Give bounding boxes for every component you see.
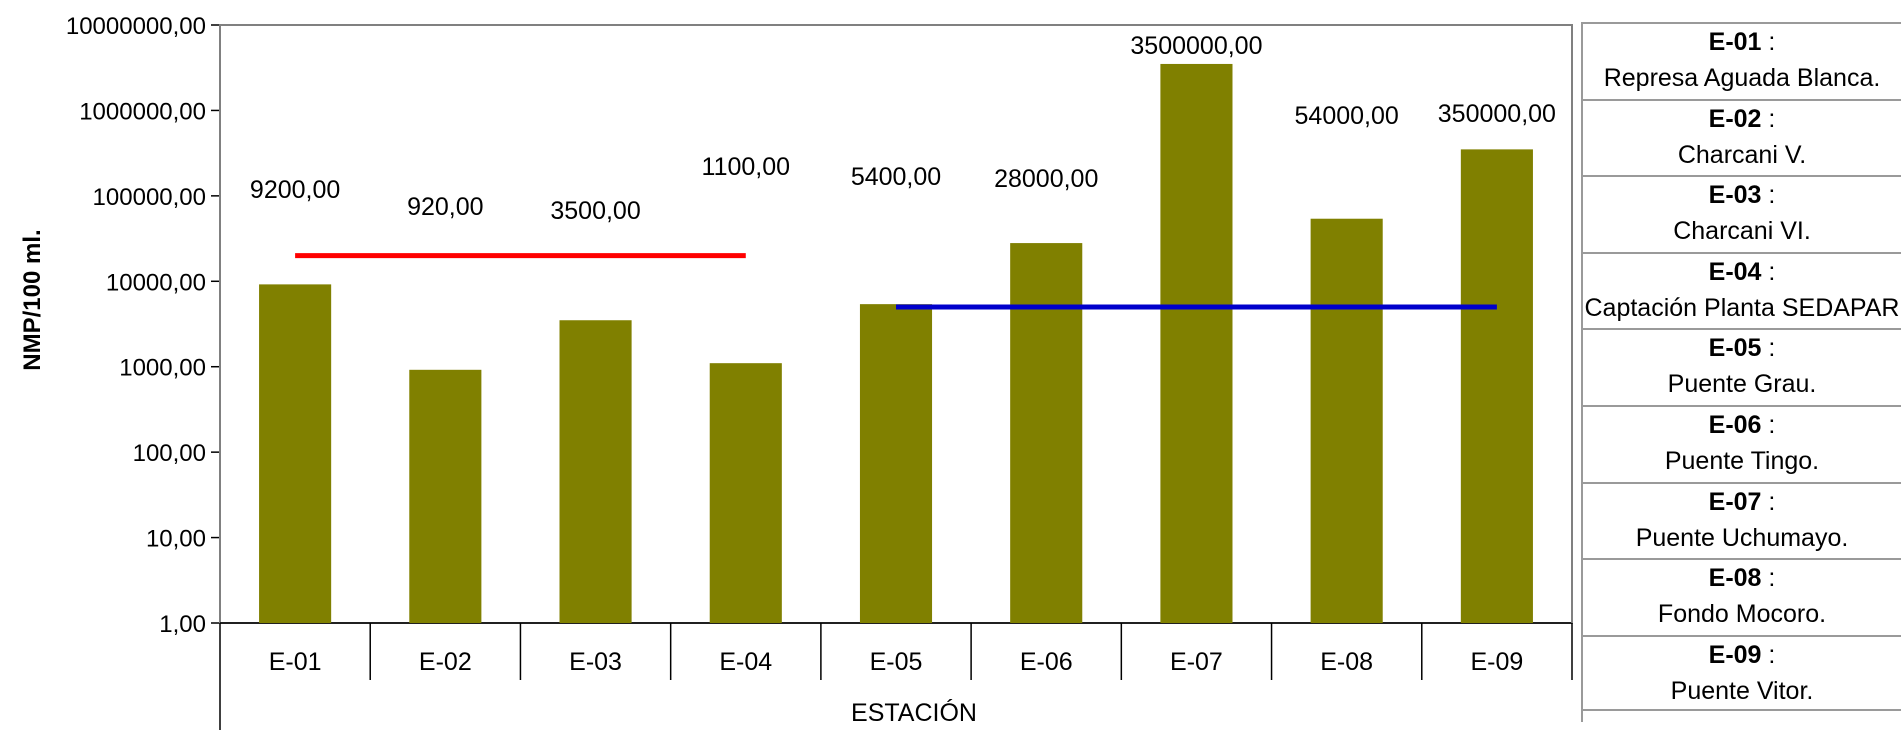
y-tick-label: 1,00	[159, 611, 206, 638]
legend-item-code-line: E-04 :	[1583, 256, 1901, 288]
legend-item-E-03: E-03 : Charcani VI.	[1583, 175, 1901, 252]
legend-item-code: E-05	[1708, 334, 1762, 363]
bar-E-08	[1310, 218, 1383, 623]
data-label-E-08: 54000,00	[1295, 102, 1399, 130]
x-tick-label: E-06	[1020, 648, 1073, 676]
data-labels: 9200,00 920,00 3500,00 1100,00 5400,00 28000,…	[250, 32, 1556, 225]
legend-item-separator: :	[1761, 28, 1776, 56]
bar-E-01	[259, 284, 332, 623]
bar-E-07	[1160, 63, 1233, 624]
bar-E-05	[859, 304, 933, 623]
legend-item-name: Charcani V.	[1677, 140, 1807, 169]
legend-item-separator: :	[1761, 487, 1776, 516]
data-label-E-06: 28000,00	[994, 165, 1098, 193]
legend-item-separator: :	[1761, 640, 1776, 669]
legend-item-code-line: E-02 :	[1583, 103, 1901, 135]
legend-item-code: E-03	[1708, 181, 1762, 210]
bar-E-09	[1460, 149, 1533, 624]
y-tick-label: 1000,00	[119, 355, 206, 382]
legend-item-E-07: E-07 : Puente Uchumayo.	[1583, 481, 1901, 558]
data-label-E-02: 920,00	[407, 193, 483, 221]
legend-item-separator: :	[1761, 411, 1776, 439]
bar-chart: 1,00 10,00 100,00 1000,00 10000,00 100000,00 1…	[66, 13, 1573, 730]
legend-item-code-line: E-09 :	[1583, 639, 1901, 671]
legend-item-E-04: E-04 : Captación Planta SEDAPAR	[1583, 251, 1901, 328]
x-tick-label: E-05	[870, 648, 923, 676]
legend-item-E-09: E-09 : Puente Vitor.	[1583, 634, 1901, 711]
bar-E-03	[559, 320, 632, 623]
legend-item-code-line: E-07 :	[1583, 486, 1901, 518]
legend-item-name: Puente Uchumayo.	[1635, 523, 1849, 552]
legend-item-name: Charcani VI.	[1673, 217, 1811, 246]
legend-item-separator: :	[1761, 257, 1776, 286]
legend-item-code: E-07	[1708, 487, 1762, 516]
y-axis-title-box: NMP/100 ml.	[19, 229, 46, 370]
x-tick-label: E-08	[1320, 648, 1373, 676]
data-label-E-01: 9200,00	[250, 176, 340, 204]
bar-E-06	[1010, 243, 1083, 624]
legend-item-code: E-02	[1708, 104, 1762, 133]
legend-item-separator: :	[1761, 334, 1776, 363]
y-axis-title: NMP/100 ml.	[19, 229, 46, 370]
data-label-E-05: 5400,00	[851, 163, 941, 191]
legend-item-code: E-09	[1708, 640, 1762, 669]
data-label-E-07: 3500000,00	[1130, 32, 1262, 60]
x-axis-title: ESTACIÓN	[851, 698, 977, 727]
y-axis: 1,00 10,00 100,00 1000,00 10000,00 100000,00 1…	[66, 13, 221, 638]
y-tick-label: 100000,00	[93, 184, 206, 211]
legend-item-name: Puente Tingo.	[1664, 447, 1820, 475]
legend-item-name: Fondo Mocoro.	[1657, 600, 1827, 629]
bars	[259, 63, 1533, 624]
x-tick-label: E-04	[719, 648, 772, 676]
legend-item-code: E-01	[1708, 28, 1762, 56]
reference-lines	[295, 253, 1497, 310]
x-tick-label: E-09	[1470, 648, 1523, 676]
data-label-E-03: 3500,00	[550, 197, 640, 225]
legend-item-code: E-04	[1708, 257, 1762, 286]
bar-E-04	[709, 363, 782, 623]
legend-item-code-line: E-08 :	[1583, 562, 1901, 594]
bar-E-02	[409, 369, 482, 623]
legend-item-separator: :	[1761, 564, 1776, 593]
y-tick-label: 10000,00	[106, 269, 206, 296]
legend-item-code: E-08	[1708, 564, 1762, 593]
y-tick-label: 1000000,00	[79, 98, 206, 125]
legend-item-E-05: E-05 : Puente Grau.	[1583, 328, 1901, 405]
legend-item-name: Puente Vitor.	[1670, 676, 1814, 705]
legend-item-E-02: E-02 : Charcani V.	[1583, 98, 1901, 175]
data-label-E-04: 1100,00	[702, 153, 791, 181]
x-tick-label: E-07	[1170, 648, 1223, 676]
legend-item-name: Represa Aguada Blanca.	[1603, 64, 1881, 92]
legend-item-name: Captación Planta SEDAPAR	[1584, 293, 1900, 322]
legend-item-code-line: E-06 :	[1583, 409, 1901, 441]
legend-item-separator: :	[1761, 181, 1776, 210]
legend-border	[1581, 22, 1583, 722]
data-label-E-09: 350000,00	[1438, 100, 1556, 128]
legend-item-code-line: E-03 :	[1583, 179, 1901, 211]
y-tick-label: 100,00	[133, 440, 206, 467]
legend-item-code: E-06	[1708, 411, 1762, 439]
legend-item-name: Puente Grau.	[1667, 370, 1817, 399]
legend-item-E-01: E-01 : Represa Aguada Blanca.	[1583, 22, 1901, 98]
legend-item-E-08: E-08 : Fondo Mocoro.	[1583, 558, 1901, 635]
y-tick-label: 10000000,00	[66, 13, 206, 40]
legend-item-E-06: E-06 : Puente Tingo.	[1583, 405, 1901, 481]
x-tick-label: E-01	[269, 648, 322, 676]
legend: E-01 : Represa Aguada Blanca. E-02 : Charca…	[1583, 22, 1901, 722]
legend-item-code-line: E-05 :	[1583, 332, 1901, 364]
legend-item-code-line: E-01 :	[1583, 26, 1901, 58]
x-tick-label: E-02	[419, 648, 472, 676]
y-tick-label: 10,00	[146, 526, 206, 553]
x-tick-label: E-03	[569, 648, 622, 676]
legend-item-separator: :	[1761, 104, 1776, 133]
